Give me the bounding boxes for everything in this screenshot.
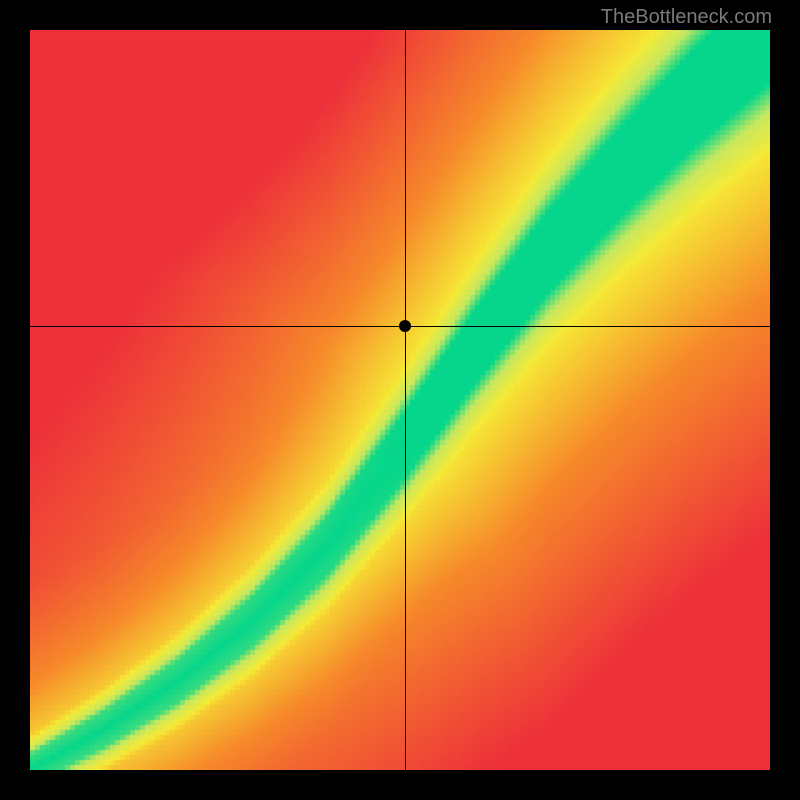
watermark-text: TheBottleneck.com [601,6,772,29]
chart-container: { "watermark": { "text": "TheBottleneck.… [0,0,800,800]
crosshair-vertical [405,30,406,770]
bottleneck-heatmap [30,30,770,770]
